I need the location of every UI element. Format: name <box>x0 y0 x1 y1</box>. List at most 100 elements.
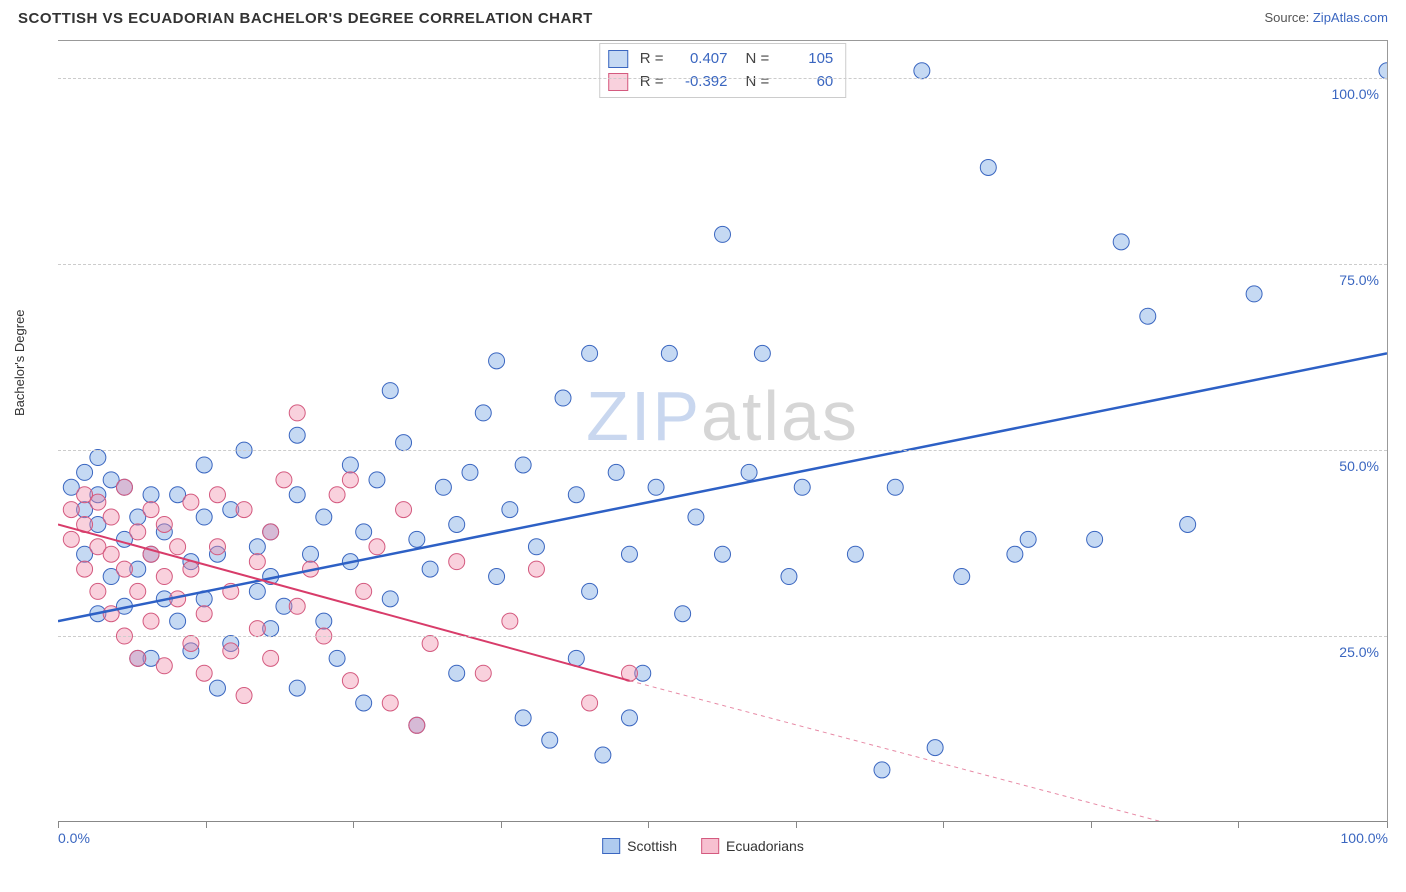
x-axis-line <box>58 821 1387 822</box>
gridline <box>58 450 1387 451</box>
data-point <box>90 494 106 510</box>
swatch-scottish <box>608 50 628 68</box>
data-point <box>156 569 172 585</box>
swatch-ecuadorians <box>608 73 628 91</box>
data-point <box>209 680 225 696</box>
x-tick <box>648 822 649 828</box>
data-point <box>1379 63 1387 79</box>
data-point <box>422 635 438 651</box>
data-point <box>63 502 79 518</box>
y-tick-label: 50.0% <box>1339 458 1379 474</box>
r-label: R = <box>640 71 664 94</box>
data-point <box>289 598 305 614</box>
data-point <box>209 539 225 555</box>
data-point <box>1020 531 1036 547</box>
data-point <box>435 479 451 495</box>
data-point <box>316 613 332 629</box>
legend-label-scottish: Scottish <box>627 838 677 854</box>
y-tick-label: 75.0% <box>1339 272 1379 288</box>
chart-title: SCOTTISH VS ECUADORIAN BACHELOR'S DEGREE… <box>18 10 593 27</box>
data-point <box>1087 531 1103 547</box>
data-point <box>289 680 305 696</box>
data-point <box>1180 516 1196 532</box>
data-point <box>489 353 505 369</box>
data-point <box>582 345 598 361</box>
data-point <box>130 583 146 599</box>
data-point <box>847 546 863 562</box>
data-point <box>196 665 212 681</box>
data-point <box>528 539 544 555</box>
data-point <box>356 695 372 711</box>
data-point <box>595 747 611 763</box>
data-point <box>90 450 106 466</box>
data-point <box>183 494 199 510</box>
data-point <box>103 546 119 562</box>
y-axis-label: Bachelor's Degree <box>12 309 27 416</box>
data-point <box>648 479 664 495</box>
x-tick <box>1387 822 1388 828</box>
source-attribution: Source: ZipAtlas.com <box>1264 10 1388 25</box>
data-point <box>688 509 704 525</box>
data-point <box>542 732 558 748</box>
source-prefix: Source: <box>1264 10 1312 25</box>
data-point <box>369 539 385 555</box>
data-point <box>914 63 930 79</box>
data-point <box>954 569 970 585</box>
data-point <box>396 502 412 518</box>
data-point <box>156 658 172 674</box>
data-point <box>303 546 319 562</box>
data-point <box>396 435 412 451</box>
n-label: N = <box>746 48 770 71</box>
data-point <box>1113 234 1129 250</box>
data-point <box>621 710 637 726</box>
data-point <box>170 613 186 629</box>
data-point <box>515 710 531 726</box>
x-tick <box>206 822 207 828</box>
data-point <box>263 650 279 666</box>
data-point <box>130 650 146 666</box>
x-axis-max-label: 100.0% <box>1341 830 1388 846</box>
data-point <box>156 516 172 532</box>
data-point <box>77 464 93 480</box>
data-point <box>196 509 212 525</box>
source-link[interactable]: ZipAtlas.com <box>1313 10 1388 25</box>
legend-item-scottish: Scottish <box>602 838 677 854</box>
data-point <box>342 673 358 689</box>
data-point <box>409 717 425 733</box>
data-point <box>329 650 345 666</box>
data-point <box>289 405 305 421</box>
data-point <box>209 487 225 503</box>
data-point <box>887 479 903 495</box>
data-point <box>356 524 372 540</box>
data-point <box>515 457 531 473</box>
swatch-ecuadorians <box>701 838 719 854</box>
data-point <box>143 487 159 503</box>
x-axis-min-label: 0.0% <box>58 830 90 846</box>
data-point <box>196 457 212 473</box>
data-point <box>621 546 637 562</box>
data-point <box>582 695 598 711</box>
data-point <box>116 479 132 495</box>
swatch-scottish <box>602 838 620 854</box>
data-point <box>382 383 398 399</box>
data-point <box>1007 546 1023 562</box>
n-value-ecuadorians: 60 <box>777 71 833 94</box>
trendline-scottish <box>58 353 1387 621</box>
data-point <box>675 606 691 622</box>
data-point <box>582 583 598 599</box>
y-tick-label: 100.0% <box>1332 86 1379 102</box>
data-point <box>276 472 292 488</box>
legend-row-ecuadorians: R = -0.392 N = 60 <box>608 71 834 94</box>
gridline <box>58 264 1387 265</box>
data-point <box>475 405 491 421</box>
data-point <box>263 524 279 540</box>
data-point <box>661 345 677 361</box>
r-label: R = <box>640 48 664 71</box>
r-value-ecuadorians: -0.392 <box>672 71 728 94</box>
data-point <box>316 509 332 525</box>
x-tick <box>943 822 944 828</box>
series-legend: Scottish Ecuadorians <box>602 838 804 854</box>
legend-label-ecuadorians: Ecuadorians <box>726 838 804 854</box>
x-tick <box>58 822 59 828</box>
data-point <box>183 561 199 577</box>
